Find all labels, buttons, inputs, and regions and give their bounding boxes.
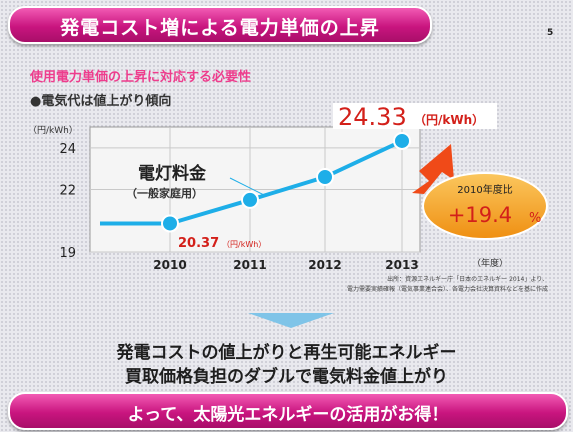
x-tick-label: 2012 [308, 258, 341, 272]
series-label: 電灯料金 [138, 163, 207, 184]
x-tick-label: 2011 [233, 258, 266, 272]
down-arrow-icon [248, 313, 334, 328]
badge-value: +19.4 [448, 203, 512, 227]
conclusion-banner: よって、太陽光エネルギーの活用がお得！ [8, 392, 568, 430]
source-note-line2: 電力需要実績確報（電気事業連合会）、各電力会社決算資料などを基に作成 [347, 285, 548, 293]
data-point [393, 131, 411, 150]
source-note-line1: 出所：資源エネルギー庁「日本のエネルギー 2014」より、 [387, 275, 548, 283]
summary-line-1: 発電コストの値上がりと再生可能エネルギー [116, 343, 457, 363]
y-tick-labels: 19 22 24 [59, 142, 76, 261]
title-banner: 発電コスト増による電力単価の上昇 [8, 6, 432, 44]
x-tick-label: 2010 [153, 258, 186, 272]
summary-line-2: 買取価格負担のダブルで電気料金値上がり [125, 367, 448, 387]
data-point [241, 190, 259, 209]
end-value-box [333, 103, 497, 129]
badge-unit: % [529, 211, 541, 226]
x-tick-labels: 2010 2011 2012 2013 [153, 258, 418, 272]
start-value-unit: （円/kWh） [222, 240, 266, 249]
y-tick-label: 19 [59, 246, 76, 261]
series-line-layer [100, 131, 411, 233]
electricity-price-chart: 19 22 24 2010 2011 2012 2013 （円/kWh） （年度） 電灯料… [28, 103, 548, 293]
increase-badge [422, 172, 548, 240]
y-tick-label: 22 [59, 184, 76, 199]
y-tick-label: 24 [59, 142, 76, 157]
x-tick-label: 2013 [385, 258, 418, 272]
start-value-label: 20.37 [178, 236, 219, 251]
x-axis-unit: （年度） [472, 257, 508, 269]
series-sublabel: （一般家庭用） [126, 186, 203, 200]
end-value-unit: （円/kWh） [414, 112, 484, 127]
end-value-label: 24.33 [338, 103, 407, 131]
page-number: 5 [547, 28, 554, 38]
page-title: 発電コスト増による電力単価の上昇 [60, 17, 380, 39]
increase-arrow-icon [412, 144, 454, 194]
badge-label: 2010年度比 [457, 183, 512, 196]
section-subtitle: 使用電力単価の上昇に対応する必要性 [30, 70, 252, 85]
bullet-point: ●電気代は値上がり傾向 [30, 94, 172, 109]
series-label-leader [229, 177, 267, 197]
data-point [316, 168, 334, 186]
y-axis-unit: （円/kWh） [28, 125, 78, 136]
data-point [161, 214, 179, 233]
conclusion-text: よって、太陽光エネルギーの活用がお得！ [127, 405, 449, 425]
